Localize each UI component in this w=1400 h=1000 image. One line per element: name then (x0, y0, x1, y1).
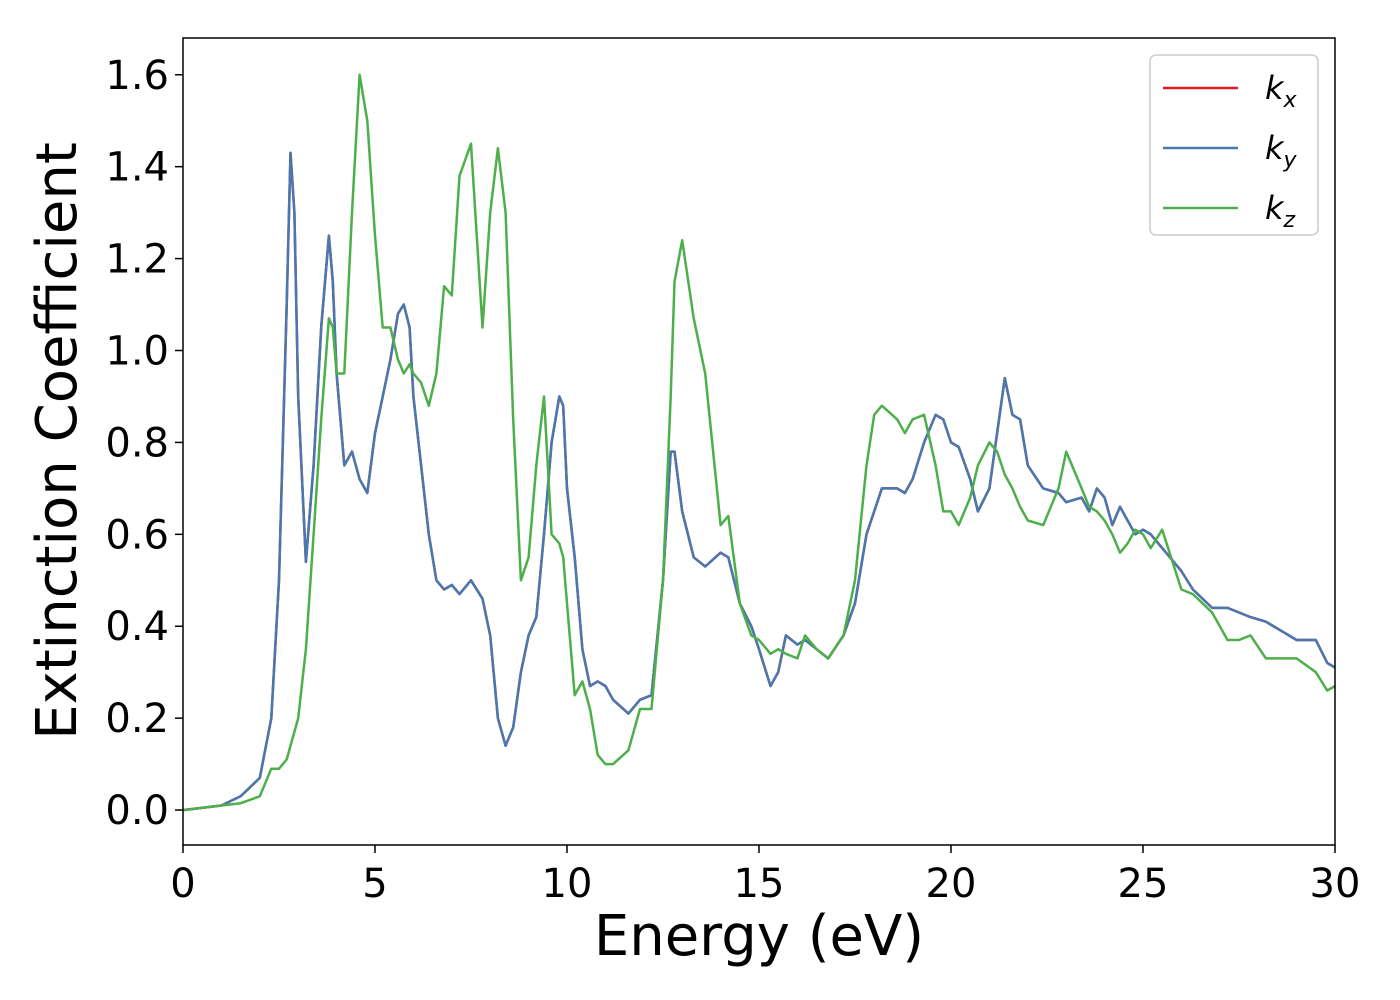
x-axis-label: Energy (eV) (594, 904, 924, 969)
legend-box (1149, 54, 1319, 236)
series-line (182, 151, 1336, 812)
y-tick-label: 0.4 (105, 604, 169, 650)
y-tick-label: 0.2 (105, 696, 169, 742)
x-tick-label: 20 (926, 861, 977, 907)
x-tick-label: 5 (362, 861, 387, 907)
x-tick-label: 0 (170, 861, 195, 907)
plot-frame (182, 37, 1336, 846)
y-axis-label: Extinction Coefficient (25, 142, 90, 740)
legend-label: kx (1265, 69, 1298, 113)
y-tick-label: 1.6 (105, 53, 169, 99)
y-tick-label: 1.2 (105, 237, 169, 283)
y-tick-label: 0.0 (105, 788, 169, 834)
x-tick-label: 15 (734, 861, 785, 907)
legend-label: ky (1265, 129, 1298, 173)
y-tick-label: 1.0 (105, 329, 169, 375)
x-tick-label: 25 (1118, 861, 1169, 907)
series-line (182, 151, 1336, 812)
x-tick-label: 10 (542, 861, 593, 907)
y-tick-label: 0.6 (105, 512, 169, 558)
legend-label: kz (1265, 189, 1296, 233)
legend: kx ky kz (1149, 54, 1319, 236)
y-tick-label: 1.4 (105, 145, 169, 191)
y-tick-label: 0.8 (105, 420, 169, 466)
x-tick-label: 30 (1310, 861, 1361, 907)
series-line (182, 73, 1336, 812)
